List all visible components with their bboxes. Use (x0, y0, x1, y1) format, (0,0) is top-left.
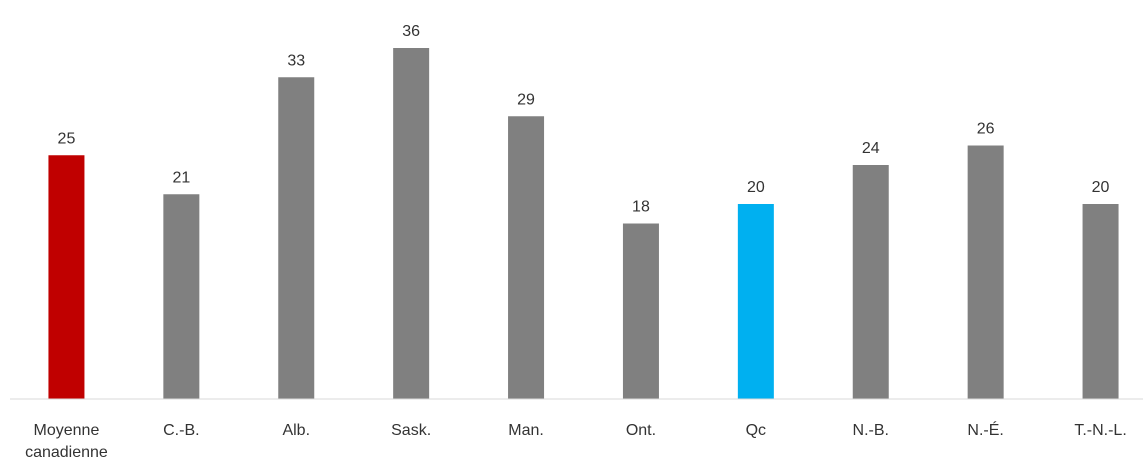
bar (852, 165, 889, 399)
x-tick-label: Ont. (625, 422, 657, 439)
value-label: 18 (632, 199, 650, 216)
x-tick-label: N.-É. (967, 422, 1004, 439)
value-label: 29 (517, 91, 535, 108)
value-label: 25 (58, 130, 76, 147)
bar (737, 204, 774, 399)
value-label: 20 (1092, 179, 1110, 196)
x-tick-label: Moyenne canadienne (25, 422, 108, 461)
value-label: 33 (287, 52, 305, 69)
bar (622, 223, 659, 399)
bar (508, 116, 545, 399)
x-tick-label: C.-B. (163, 422, 200, 439)
x-tick-label: N.-B. (852, 422, 889, 439)
value-label: 21 (172, 169, 190, 186)
bar (48, 155, 85, 399)
value-label: 24 (862, 140, 880, 157)
x-tick-label: Qc (745, 422, 767, 439)
x-tick-label: Sask. (391, 422, 432, 439)
x-tick-label: Man. (508, 422, 544, 439)
x-tick-label: T.-N.-L. (1074, 422, 1127, 439)
value-label: 36 (402, 23, 420, 40)
bar (1082, 204, 1119, 399)
bar (163, 194, 200, 399)
bar (278, 77, 315, 399)
value-label: 26 (977, 121, 995, 138)
x-tick-label: Alb. (282, 422, 311, 439)
bar (967, 145, 1004, 399)
bar (393, 48, 430, 399)
value-label: 20 (747, 179, 765, 196)
